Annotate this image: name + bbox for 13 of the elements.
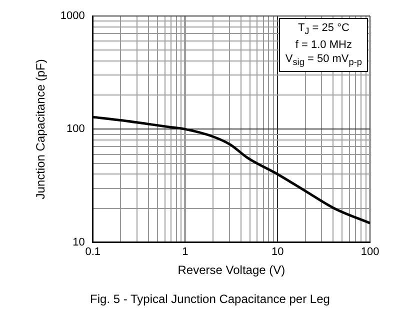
x-tick-label: 0.1 <box>85 246 101 258</box>
annotation: T$_{J}$ = 25 °C <box>296 21 350 38</box>
y-axis-title: Junction Capacitance (pF) <box>34 59 48 200</box>
annotation: V$_{sig}$ = 50 mV$_{p-p}$ <box>285 52 362 70</box>
x-tick-label: 100 <box>360 246 380 258</box>
x-axis-title: Reverse Voltage (V) <box>178 263 286 278</box>
annotation: f = 1.0 MHz <box>294 38 353 52</box>
y-tick-label: 1000 <box>60 10 85 22</box>
y-tick-label: 10 <box>72 236 85 248</box>
caption: Fig. 5 - Typical Junction Capacitance per Leg <box>89 292 331 306</box>
y-tick-label: 100 <box>66 123 85 136</box>
x-tick-label: 1 <box>182 246 188 258</box>
x-tick-label: 10 <box>272 246 284 258</box>
